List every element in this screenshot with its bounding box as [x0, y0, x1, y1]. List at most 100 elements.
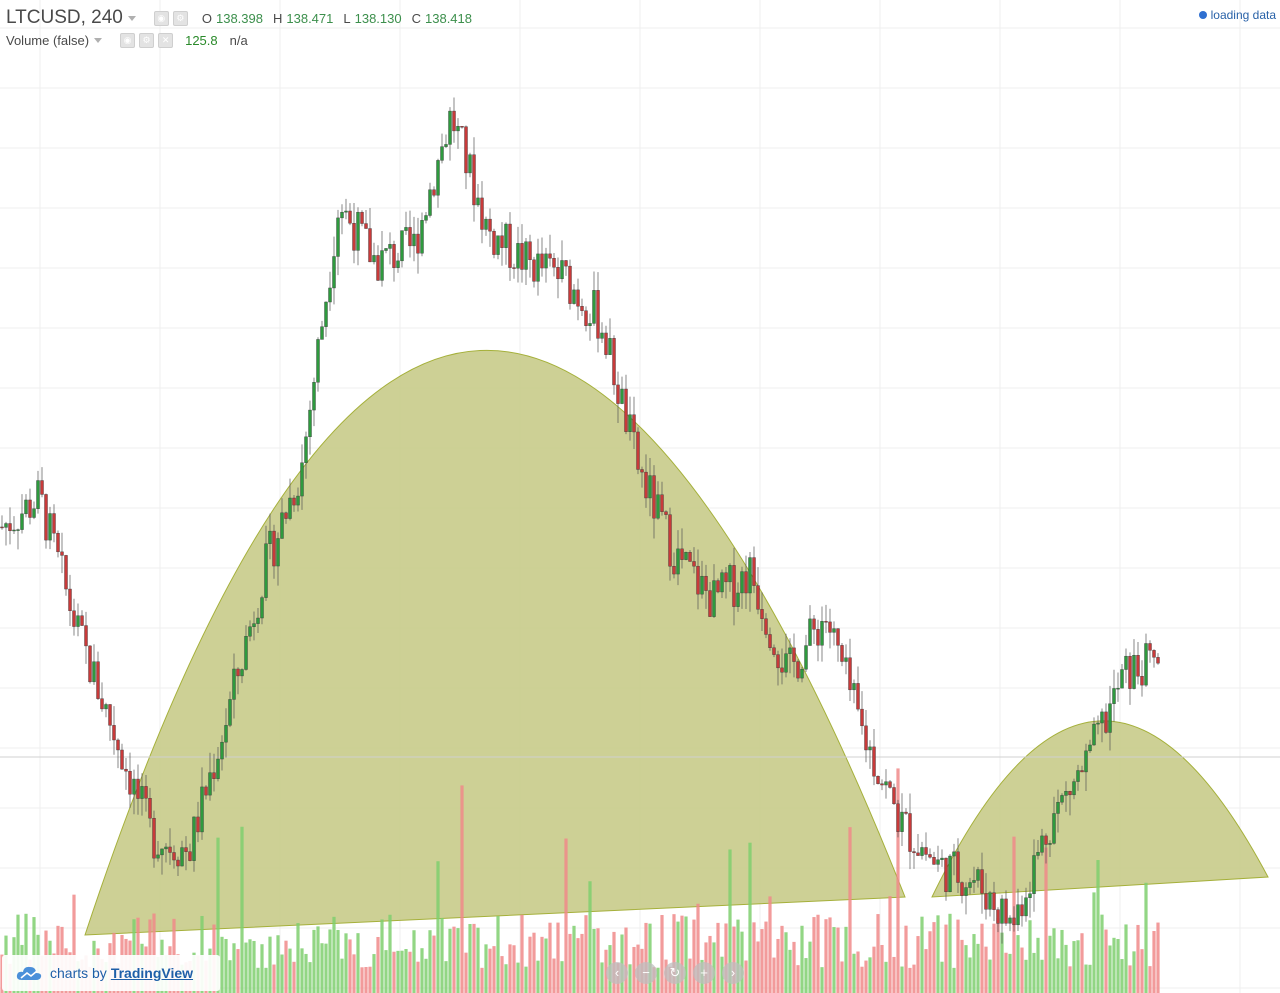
volume-eye-icon[interactable]: ◉ — [120, 32, 136, 48]
candle-body — [648, 475, 652, 499]
volume-bar — [312, 929, 316, 993]
candle-body — [544, 253, 548, 269]
volume-bar — [920, 916, 924, 993]
candle-body — [708, 590, 712, 617]
zoom-out-icon[interactable]: − — [635, 962, 657, 984]
volume-settings-icon[interactable]: ⚙ — [139, 32, 155, 48]
volume-bar — [220, 936, 224, 993]
settings-icon[interactable]: ⚙ — [172, 10, 188, 26]
candle-body — [796, 661, 800, 679]
candle-body — [844, 657, 848, 662]
volume-bar — [308, 962, 312, 993]
candle-body — [1044, 835, 1048, 845]
candle-body — [272, 530, 276, 567]
volume-bar — [464, 952, 468, 993]
volume-bar — [804, 958, 808, 993]
candle-body — [660, 494, 664, 512]
volume-bar — [1004, 952, 1008, 993]
volume-bar — [432, 935, 436, 993]
candle-body — [908, 813, 912, 852]
volume-bar — [288, 948, 292, 993]
volume-bar — [236, 949, 240, 993]
loading-status: loading data — [1198, 8, 1276, 22]
volume-bar — [1152, 931, 1156, 993]
candle-body — [204, 786, 208, 796]
volume-bar — [1024, 959, 1028, 993]
candle-body — [560, 260, 564, 280]
candle-body — [336, 217, 340, 257]
volume-title[interactable]: Volume (false) — [6, 32, 90, 48]
candle-body — [692, 561, 696, 567]
volume-bar — [1116, 939, 1120, 993]
volume-bar — [1044, 847, 1048, 993]
volume-bar — [896, 768, 900, 993]
candle-body — [740, 571, 744, 594]
volume-bar — [1120, 959, 1124, 993]
candle-body — [460, 126, 464, 128]
back-icon[interactable]: ‹ — [606, 962, 628, 984]
volume-bar — [352, 954, 356, 993]
candle-body — [956, 851, 960, 883]
zoom-in-icon[interactable]: + — [693, 962, 715, 984]
candle-body — [512, 267, 516, 269]
candle-body — [280, 512, 284, 539]
candle-body — [932, 857, 936, 865]
volume-bar — [648, 923, 652, 993]
volume-bar — [300, 948, 304, 993]
candle-body — [1008, 917, 1012, 924]
candle-body — [104, 704, 108, 710]
candle-body — [540, 253, 544, 269]
volume-bar — [688, 958, 692, 993]
candlesticks — [0, 97, 1160, 944]
volume-bar — [856, 951, 860, 993]
candle-body — [236, 668, 240, 677]
candle-body — [944, 857, 948, 893]
volume-bar — [868, 957, 872, 993]
candle-body — [216, 758, 220, 779]
volume-bar — [232, 943, 236, 993]
candle-body — [24, 499, 28, 515]
reset-icon[interactable]: ↻ — [664, 962, 686, 984]
candle-body — [1032, 855, 1036, 894]
volume-bar — [940, 961, 944, 993]
volume-bar — [1068, 966, 1072, 993]
candle-body — [1148, 643, 1152, 651]
volume-bar — [316, 926, 320, 993]
candle-body — [152, 817, 156, 859]
volume-bar — [760, 929, 764, 993]
volume-bar — [692, 919, 696, 993]
candle-body — [980, 869, 984, 894]
volume-bar — [0, 954, 4, 993]
candle-body — [252, 623, 256, 627]
volume-bar — [936, 915, 940, 993]
eye-icon[interactable]: ◉ — [153, 10, 169, 26]
candle-body — [244, 636, 248, 670]
candle-body — [848, 657, 852, 691]
volume-bar — [1020, 947, 1024, 993]
symbol-dropdown-icon[interactable] — [127, 15, 136, 21]
candle-body — [840, 645, 844, 662]
candle-body — [488, 218, 492, 232]
candle-body — [1088, 744, 1092, 752]
low-value: 138.130 — [354, 10, 402, 26]
volume-close-icon[interactable]: ✕ — [158, 32, 174, 48]
tradingview-branding[interactable]: charts by TradingView — [2, 955, 220, 991]
volume-bar — [344, 933, 348, 993]
tradingview-link[interactable]: TradingView — [110, 965, 194, 981]
candle-body — [832, 628, 836, 633]
candle-body — [388, 244, 392, 249]
candle-body — [828, 621, 832, 633]
forward-icon[interactable]: › — [722, 962, 744, 984]
volume-bar — [980, 923, 984, 993]
volume-bar — [400, 950, 404, 993]
volume-bar — [496, 916, 500, 993]
candle-body — [1140, 676, 1144, 686]
candle-body — [1108, 703, 1112, 733]
volume-bar — [268, 936, 272, 993]
candle-body — [940, 857, 944, 860]
volume-bar — [224, 938, 228, 993]
volume-dropdown-icon[interactable] — [94, 37, 103, 43]
symbol-title[interactable]: LTCUSD, 240 — [6, 7, 123, 28]
candle-body — [1004, 898, 1008, 924]
